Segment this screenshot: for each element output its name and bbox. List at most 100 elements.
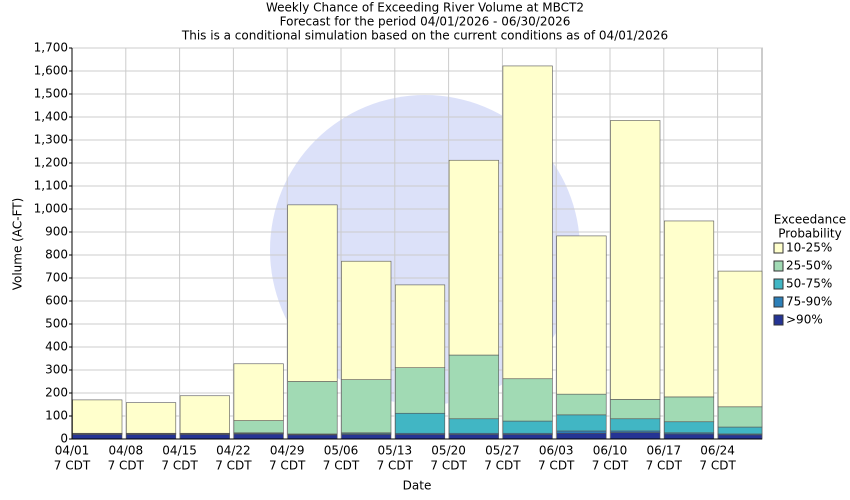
x-tick-label: 04/29 xyxy=(270,444,305,458)
x-tick-label: 06/24 xyxy=(700,444,735,458)
bar-segment xyxy=(556,432,607,440)
legend-swatch xyxy=(773,260,784,272)
bar-segment xyxy=(502,65,553,380)
legend-label: 75-90% xyxy=(786,295,832,309)
bar-segment xyxy=(448,159,499,356)
chart-title: Weekly Chance of Exceeding River Volume … xyxy=(266,1,584,15)
y-tick-label: 1,300 xyxy=(34,133,68,147)
x-tick-label: 05/06 xyxy=(324,444,359,458)
bar-segment xyxy=(663,220,715,398)
bar-segment xyxy=(179,434,230,440)
bar-segment xyxy=(556,414,607,432)
bar-segment xyxy=(72,399,123,434)
x-tick-label: 7 CDT xyxy=(538,459,575,473)
legend-label: >90% xyxy=(786,313,823,327)
legend-swatch xyxy=(773,278,784,290)
x-tick-label: 7 CDT xyxy=(484,459,521,473)
legend-label: 50-75% xyxy=(786,277,832,291)
x-axis-label: Date xyxy=(403,479,432,493)
bar-segment xyxy=(663,396,715,423)
legend-swatch xyxy=(773,314,784,326)
x-tick-label: 05/27 xyxy=(485,444,520,458)
bar-segment xyxy=(448,418,499,434)
y-tick-label: 400 xyxy=(45,340,68,354)
legend-title: Probability xyxy=(778,227,841,241)
x-tick-label: 7 CDT xyxy=(269,459,306,473)
bar-segment xyxy=(610,399,661,420)
bar-segment xyxy=(502,420,553,434)
bar-segment xyxy=(126,434,177,440)
legend-swatch xyxy=(773,242,784,254)
y-tick-label: 0 xyxy=(60,432,68,446)
bar-segment xyxy=(233,363,284,421)
y-tick-label: 100 xyxy=(45,409,68,423)
y-tick-label: 800 xyxy=(45,248,68,262)
x-tick-label: 05/13 xyxy=(378,444,413,458)
bar-segment xyxy=(717,434,763,440)
x-tick-label: 06/10 xyxy=(593,444,628,458)
y-tick-label: 1,700 xyxy=(34,41,68,55)
x-tick-label: 7 CDT xyxy=(377,459,414,473)
bar-segment xyxy=(394,284,446,368)
x-tick-label: 06/17 xyxy=(647,444,682,458)
chart-subtitle: This is a conditional simulation based o… xyxy=(181,29,668,43)
bar-segment xyxy=(717,270,763,408)
bar-segment xyxy=(179,395,230,434)
x-tick-label: 7 CDT xyxy=(215,459,252,473)
x-tick-label: 05/20 xyxy=(431,444,466,458)
bar-segment xyxy=(72,434,123,440)
x-tick-label: 7 CDT xyxy=(430,459,467,473)
y-axis-label: Volume (AC-FT) xyxy=(11,198,25,291)
bar-segment xyxy=(610,432,661,440)
y-tick-label: 1,000 xyxy=(34,202,68,216)
bar-segment xyxy=(502,434,553,440)
x-tick-label: 04/01 xyxy=(55,444,90,458)
y-tick-label: 1,500 xyxy=(34,87,68,101)
bar-segment xyxy=(394,367,446,414)
legend-title: Exceedance xyxy=(774,213,846,227)
bar-segment xyxy=(394,434,446,440)
y-tick-label: 1,400 xyxy=(34,110,68,124)
y-tick-label: 1,600 xyxy=(34,64,68,78)
bar-segment xyxy=(126,402,177,434)
legend-label: 25-50% xyxy=(786,259,832,273)
bar-segment xyxy=(287,434,338,440)
bar-segment xyxy=(717,426,763,435)
bar-segment xyxy=(556,430,607,434)
bar-segment xyxy=(610,418,661,432)
bar-segment xyxy=(663,433,715,440)
x-tick-label: 7 CDT xyxy=(592,459,629,473)
bar-segment xyxy=(448,354,499,420)
y-tick-label: 600 xyxy=(45,294,68,308)
bar-segment xyxy=(287,381,338,435)
x-tick-label: 04/22 xyxy=(216,444,251,458)
x-tick-label: 06/03 xyxy=(539,444,574,458)
y-tick-label: 300 xyxy=(45,363,68,377)
y-tick-label: 1,200 xyxy=(34,156,68,170)
bar-segment xyxy=(610,120,661,400)
y-tick-label: 1,100 xyxy=(34,179,68,193)
bar-segment xyxy=(341,434,392,440)
bar-segment xyxy=(233,433,284,440)
bar-segment xyxy=(287,204,338,382)
bar-segment xyxy=(556,235,607,395)
bar-segment xyxy=(502,378,553,422)
chart-subtitle: Forecast for the period 04/01/2026 - 06/… xyxy=(280,15,571,29)
bar-segment xyxy=(233,420,284,434)
bar-segment xyxy=(448,434,499,440)
bar-segment xyxy=(394,412,446,434)
x-tick-label: 7 CDT xyxy=(54,459,91,473)
x-tick-label: 04/08 xyxy=(109,444,144,458)
legend-swatch xyxy=(773,296,784,308)
x-tick-label: 7 CDT xyxy=(161,459,198,473)
y-tick-label: 700 xyxy=(45,271,68,285)
x-tick-label: 7 CDT xyxy=(108,459,145,473)
y-tick-label: 900 xyxy=(45,225,68,239)
legend-label: 10-25% xyxy=(786,241,832,255)
x-tick-label: 04/15 xyxy=(162,444,197,458)
x-tick-label: 7 CDT xyxy=(699,459,736,473)
bar-segment xyxy=(663,421,715,434)
bar-segment xyxy=(717,406,763,428)
y-tick-label: 500 xyxy=(45,317,68,331)
